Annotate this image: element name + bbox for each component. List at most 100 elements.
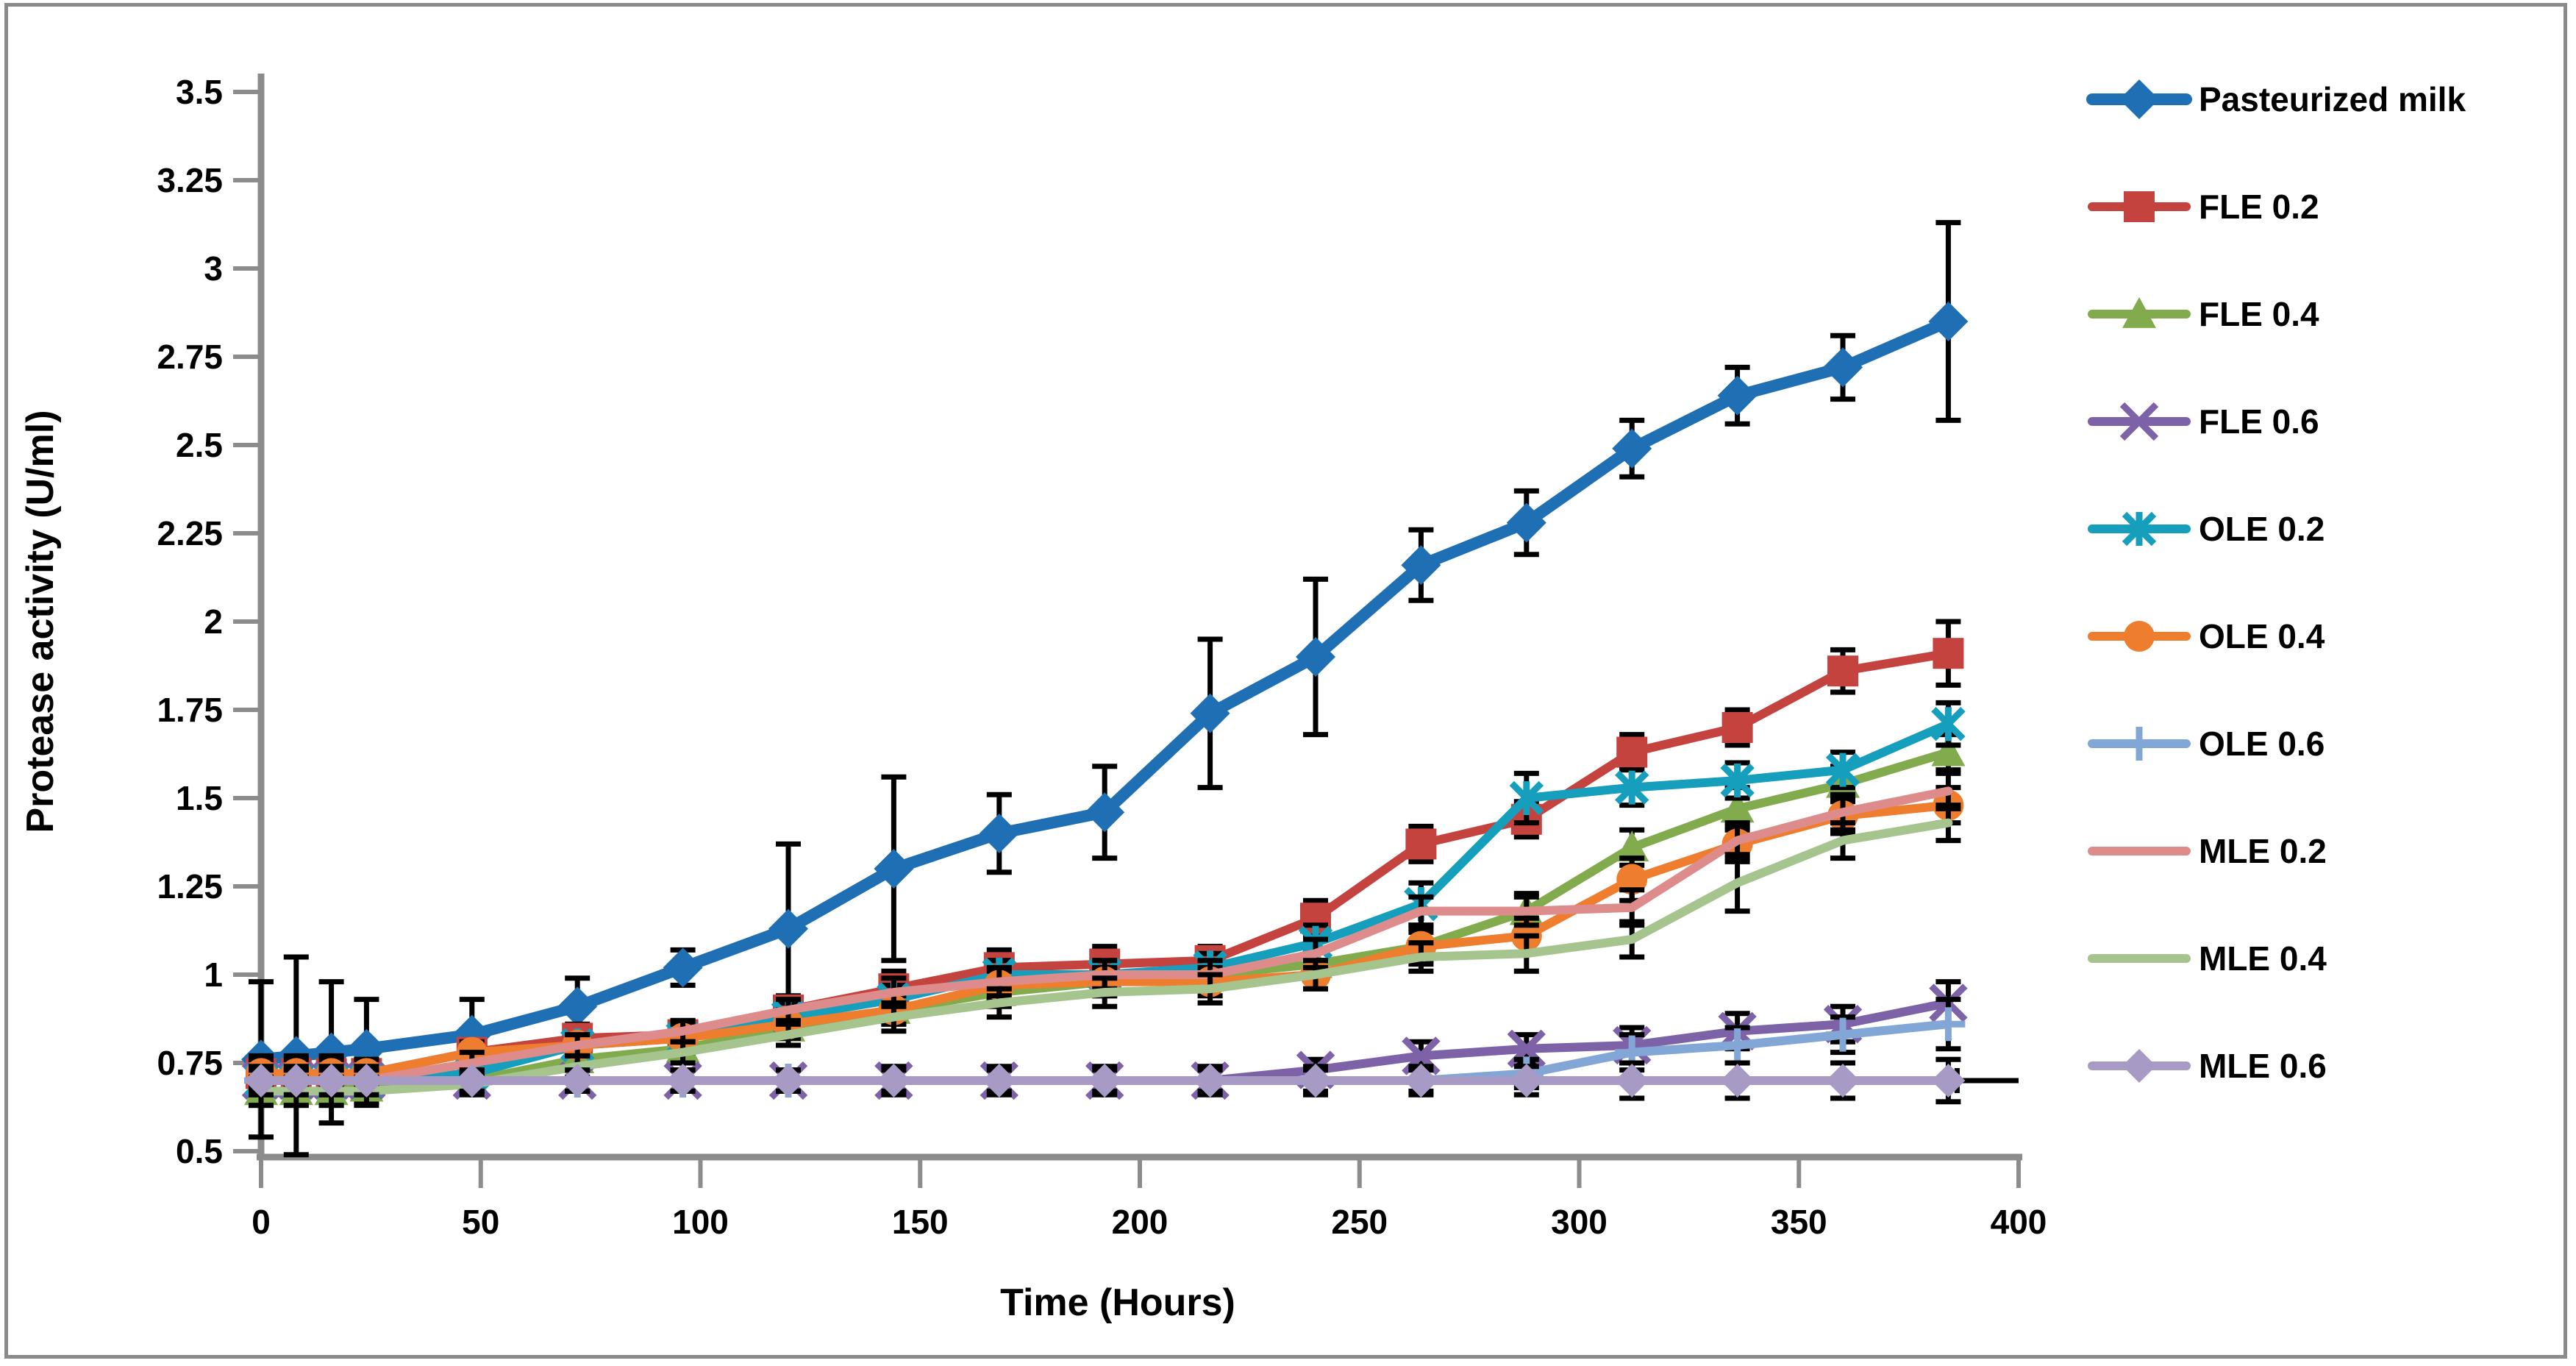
marker-diamond: [1299, 1064, 1332, 1098]
legend-item-fle-0.2: FLE 0.2: [2088, 188, 2319, 226]
marker-triangle: [1931, 735, 1966, 766]
marker-square: [2124, 191, 2155, 222]
marker-diamond: [314, 1064, 349, 1098]
x-axis-title: Time (Hours): [1000, 1281, 1235, 1324]
legend-item-ole-0.2: OLE 0.2: [2088, 510, 2325, 548]
marker-triangle: [1720, 792, 1755, 823]
legend-item-mle-0.4: MLE 0.4: [2088, 939, 2327, 978]
marker-diamond: [982, 1064, 1016, 1098]
x-tick-label: 200: [1112, 1203, 1169, 1241]
marker-diamond: [1931, 1064, 1966, 1098]
legend-item-pasteurized-milk: Pasteurized milk: [2086, 79, 2466, 119]
marker-diamond: [1404, 1064, 1438, 1098]
marker-diamond: [1190, 693, 1230, 733]
marker-diamond: [1509, 1064, 1544, 1098]
marker-diamond: [1296, 637, 1335, 677]
series-mle-0.6: [244, 1056, 2019, 1105]
marker-plus: [2122, 727, 2156, 761]
y-tick-label: 2: [204, 602, 223, 641]
legend-item-ole-0.6: OLE 0.6: [2088, 725, 2325, 763]
marker-diamond: [2122, 1049, 2156, 1083]
legend-label: OLE 0.4: [2199, 617, 2325, 655]
marker-diamond: [1085, 792, 1125, 833]
marker-asterisk: [1615, 770, 1649, 805]
marker-circle: [1616, 864, 1648, 895]
y-tick-label: 1.25: [157, 867, 223, 906]
y-axis-title: Protease activity (U/ml): [19, 410, 62, 833]
marker-diamond: [244, 1064, 278, 1098]
marker-triangle: [1615, 830, 1649, 862]
marker-diamond: [1615, 1064, 1649, 1098]
legend-label: FLE 0.6: [2199, 402, 2319, 441]
marker-diamond: [1823, 347, 1863, 388]
marker-asterisk: [1720, 763, 1755, 798]
marker-diamond: [1717, 375, 1758, 416]
marker-diamond: [1928, 302, 1969, 341]
marker-diamond: [454, 1064, 489, 1098]
marker-diamond: [1826, 1064, 1860, 1098]
y-tick-label: 1.75: [157, 691, 223, 729]
y-tick-label: 2.5: [176, 426, 223, 464]
chart-legend: Pasteurized milk FLE 0.2 FLE 0.4 FLE 0.6 OLE…: [2086, 79, 2466, 1085]
legend-label: FLE 0.4: [2199, 295, 2319, 333]
marker-asterisk: [1931, 707, 1966, 741]
marker-diamond: [560, 1064, 595, 1098]
series-pasteurized-milk: [241, 220, 1969, 1158]
marker-diamond: [1720, 1064, 1755, 1098]
plot-area: 0.5 0.75 1 1.25 1.5 1.75 2 2.25 2.5 2.75 3 3.25 3.5 0…: [157, 73, 2047, 1241]
legend-label: Pasteurized milk: [2199, 80, 2466, 118]
legend-label: FLE 0.2: [2199, 188, 2319, 226]
legend-item-fle-0.4: FLE 0.4: [2088, 295, 2319, 333]
marker-square: [1616, 736, 1648, 768]
marker-asterisk: [1509, 780, 1544, 816]
marker-asterisk: [1825, 753, 1860, 787]
x-tick-label: 150: [892, 1203, 949, 1241]
legend-label: MLE 0.6: [2199, 1047, 2327, 1085]
marker-diamond: [279, 1064, 313, 1098]
legend-label: MLE 0.2: [2199, 832, 2327, 870]
marker-diamond: [2119, 79, 2159, 119]
legend-item-ole-0.4: OLE 0.4: [2088, 617, 2325, 655]
marker-square: [1827, 655, 1858, 687]
x-tick-label: 400: [1991, 1203, 2047, 1241]
marker-diamond: [979, 814, 1019, 853]
marker-plus: [1826, 1017, 1860, 1052]
marker-diamond: [768, 908, 808, 949]
marker-diamond: [1612, 428, 1652, 469]
legend-item-fle-0.6: FLE 0.6: [2088, 402, 2319, 441]
x-tick-label: 0: [251, 1203, 271, 1241]
marker-diamond: [874, 849, 914, 889]
legend-item-mle-0.6: MLE 0.6: [2088, 1047, 2327, 1085]
legend-label: MLE 0.4: [2199, 939, 2327, 978]
marker-square: [1722, 712, 1753, 743]
x-tick-label: 250: [1331, 1203, 1388, 1241]
x-tick-label: 300: [1551, 1203, 1608, 1241]
marker-square: [1405, 828, 1437, 860]
marker-diamond: [666, 1064, 700, 1098]
marker-diamond: [877, 1064, 911, 1098]
x-tick-label: 50: [462, 1203, 499, 1241]
x-tick-label: 350: [1771, 1203, 1827, 1241]
y-tick-label: 1: [204, 956, 223, 994]
marker-plus: [1720, 1028, 1755, 1062]
marker-diamond: [663, 947, 703, 988]
y-tick-label: 1.5: [176, 779, 223, 817]
marker-asterisk: [2122, 511, 2157, 547]
marker-plus: [1931, 1007, 1966, 1042]
legend-item-mle-0.2: MLE 0.2: [2088, 832, 2327, 870]
marker-triangle: [2122, 297, 2156, 328]
legend-label: OLE 0.6: [2199, 725, 2325, 763]
y-tick-label: 0.75: [157, 1044, 223, 1082]
marker-diamond: [1088, 1064, 1122, 1098]
marker-square: [1933, 638, 1964, 669]
marker-circle: [2124, 621, 2155, 652]
marker-diamond: [557, 986, 598, 1027]
marker-x: [2119, 402, 2159, 441]
y-tick-label: 0.5: [176, 1132, 223, 1170]
marker-diamond: [1193, 1064, 1227, 1098]
marker-diamond: [349, 1064, 384, 1098]
marker-diamond: [771, 1064, 805, 1098]
y-tick-label: 3.5: [176, 73, 223, 111]
y-tick-label: 3: [204, 249, 223, 288]
